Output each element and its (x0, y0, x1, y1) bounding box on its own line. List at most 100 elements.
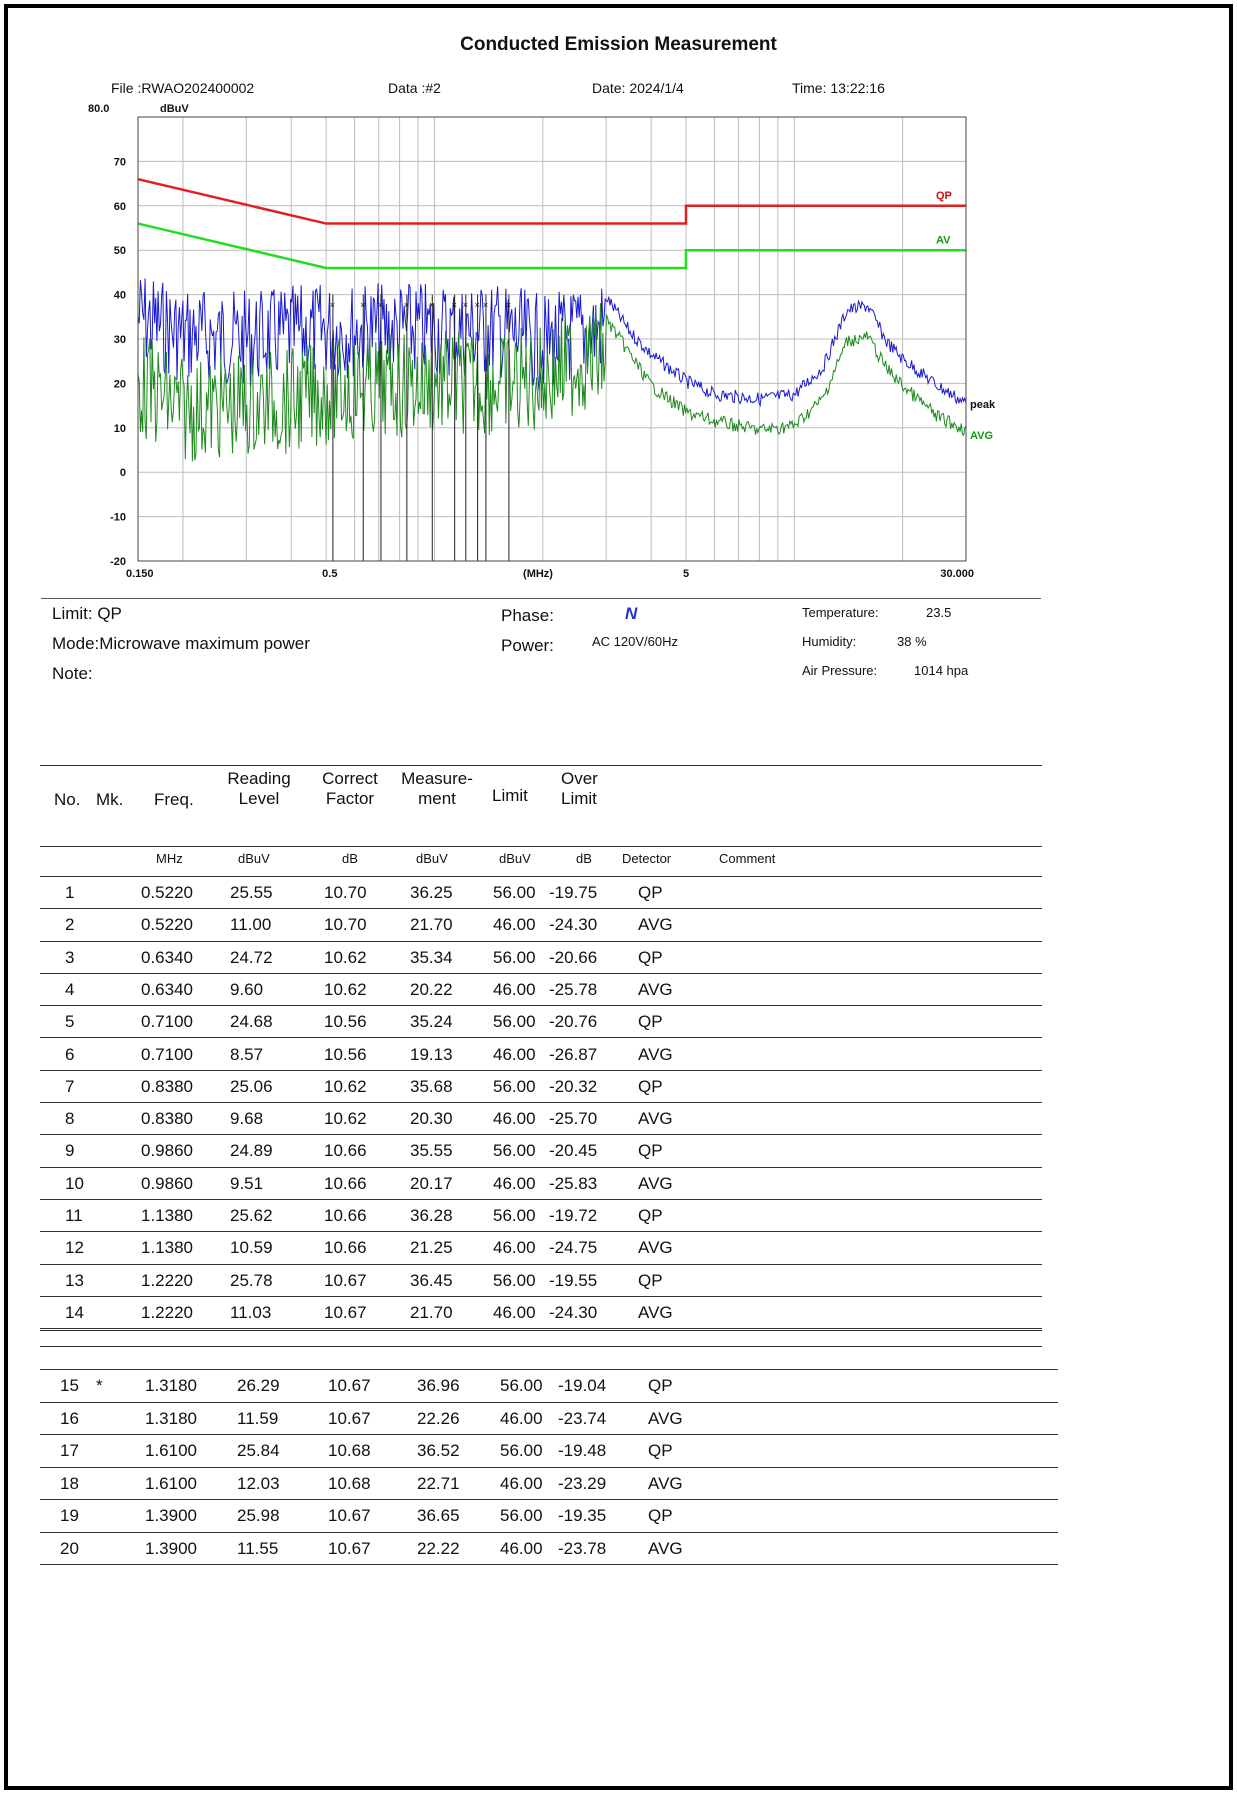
table-row: 17 1.6100 25.84 10.68 36.52 56.00 -19.48 QP (8, 1435, 1108, 1468)
table-row: 6 0.7100 8.57 10.56 19.13 46.00 -26.87 AVG (8, 1039, 1108, 1071)
table-row: 18 1.6100 12.03 10.68 22.71 46.00 -23.29 AVG (8, 1468, 1108, 1500)
table-cell: 1 (65, 883, 75, 902)
unit-over: dB (576, 851, 592, 866)
table-cell: -25.70 (549, 1109, 598, 1129)
table-cell: 0.7100 (141, 1044, 193, 1064)
col-measurement-line2: ment (418, 789, 456, 808)
legend-qp: QP (936, 190, 952, 202)
table-cell: 35.24 (410, 1012, 453, 1032)
table-row: 3 0.6340 24.72 10.62 35.34 56.00 -20.66 QP (8, 942, 1108, 974)
table-cell: 25.55 (230, 883, 273, 902)
table-cell: 35.55 (410, 1141, 453, 1161)
table-cell: 10.70 (324, 883, 367, 902)
col-limit: Limit (492, 786, 528, 805)
table-cell: QP (638, 1270, 663, 1290)
x-tick-label: 30.000 (940, 568, 974, 580)
y-tick-label: 60 (114, 201, 126, 213)
x-tick-label: 0.5 (322, 568, 337, 580)
table-cell: 12 (65, 1238, 84, 1258)
col-correct-line1: Correct (322, 769, 378, 788)
power-value: AC 120V/60Hz (592, 634, 678, 649)
chart-grid (138, 117, 966, 561)
table-cell: AVG (648, 1538, 683, 1558)
table-row: 10 0.9860 9.51 10.66 20.17 46.00 -25.83 AVG (8, 1168, 1108, 1200)
table-cell: AVG (638, 1109, 673, 1129)
table-cell: 1.3900 (145, 1506, 197, 1525)
table-cell: 21.70 (410, 1302, 453, 1322)
table-cell: 0.7100 (141, 1012, 193, 1032)
table-cell: 4 (65, 979, 75, 999)
table-cell: 0.8380 (141, 1076, 193, 1096)
table-cell: 10.56 (324, 1044, 367, 1064)
table-cell: 56.00 (500, 1506, 543, 1525)
table-cell: 56.00 (493, 947, 536, 967)
table-cell: 10.68 (328, 1441, 371, 1460)
table-cell: 0.6340 (141, 947, 193, 967)
table-cell: 10.67 (324, 1302, 367, 1322)
col-reading-line1: Reading (227, 769, 291, 788)
mode-label: Mode:Microwave maximum power (52, 634, 310, 653)
table-cell: 46.00 (493, 1173, 536, 1193)
legend-peak: peak (970, 399, 996, 411)
report-date: Date: 2024/1/4 (592, 80, 684, 96)
y-tick-top: 80.0 (88, 103, 109, 115)
table-cell: 11.00 (230, 915, 272, 935)
table-cell: QP (638, 883, 663, 902)
table-cell: 22.26 (417, 1408, 460, 1428)
table-row: 13 1.2220 25.78 10.67 36.45 56.00 -19.55 QP (8, 1265, 1108, 1297)
table-cell: 20.30 (410, 1109, 453, 1129)
table-cell: AVG (638, 979, 673, 999)
table-cell: 46.00 (493, 915, 536, 935)
unit-comment: Comment (719, 851, 776, 866)
table-cell: 11.55 (237, 1538, 279, 1558)
table-cell: 20.22 (410, 979, 453, 999)
table-cell: 21.70 (410, 915, 453, 935)
temperature-label: Temperature: (802, 605, 879, 620)
table-cell: 1.2220 (141, 1270, 193, 1290)
col-over-line1: Over (561, 769, 598, 788)
marker-x: × (506, 300, 511, 310)
report-title: Conducted Emission Measurement (460, 34, 777, 55)
table-cell: 15 (60, 1376, 79, 1395)
col-reading: Reading Level (222, 769, 296, 809)
table-cell: 46.00 (500, 1538, 543, 1558)
table-cell: 24.68 (230, 1012, 273, 1032)
table-cell: 10 (65, 1173, 84, 1193)
table-cell: -20.76 (549, 1012, 598, 1032)
table-cell: 56.00 (493, 1270, 536, 1290)
col-correct-line2: Factor (325, 789, 375, 808)
table-row: 16 1.3180 11.59 10.67 22.26 46.00 -23.74 AVG (8, 1403, 1108, 1435)
pressure-label: Air Pressure: (802, 663, 878, 678)
table-cell: 1.6100 (145, 1473, 197, 1493)
table-row: 7 0.8380 25.06 10.62 35.68 56.00 -20.32 QP (8, 1071, 1108, 1104)
table-cell: 0.5220 (141, 915, 193, 935)
table-cell: -19.72 (549, 1206, 598, 1225)
table-cell: 14 (65, 1302, 84, 1322)
table-cell: AVG (638, 1238, 673, 1258)
table-row: 14 1.2220 11.03 10.67 21.70 46.00 -24.30 AVG (8, 1297, 1108, 1330)
y-tick-label: -10 (110, 512, 126, 524)
table-cell: 36.65 (417, 1506, 460, 1525)
table-row: 15 * 1.3180 26.29 10.67 36.96 56.00 -19.04 QP (8, 1370, 1108, 1403)
marker-x: × (475, 300, 480, 310)
table-cell: -19.75 (549, 883, 598, 902)
table-cell: 19.13 (410, 1044, 453, 1064)
marker-x: × (330, 300, 335, 310)
table-cell: -24.75 (549, 1238, 598, 1258)
table-cell: AVG (648, 1408, 683, 1428)
table-cell: 0.9860 (141, 1173, 193, 1193)
table-cell: 46.00 (493, 979, 536, 999)
table-cell: 8 (65, 1109, 75, 1129)
table-cell: 1.3180 (145, 1408, 197, 1428)
table-cell: 18 (60, 1473, 79, 1493)
col-no: No. (54, 790, 81, 809)
phase-value: N (625, 604, 638, 623)
table-cell: 2 (65, 915, 75, 935)
marker-x: × (404, 300, 409, 310)
table-row: 20 1.3900 11.55 10.67 22.22 46.00 -23.78 AVG (8, 1533, 1108, 1565)
marker-x: × (378, 300, 383, 310)
table-cell: 10.66 (324, 1173, 367, 1193)
table-cell: QP (648, 1376, 673, 1395)
marker-x: × (429, 300, 434, 310)
table-cell: 8.57 (230, 1044, 264, 1064)
